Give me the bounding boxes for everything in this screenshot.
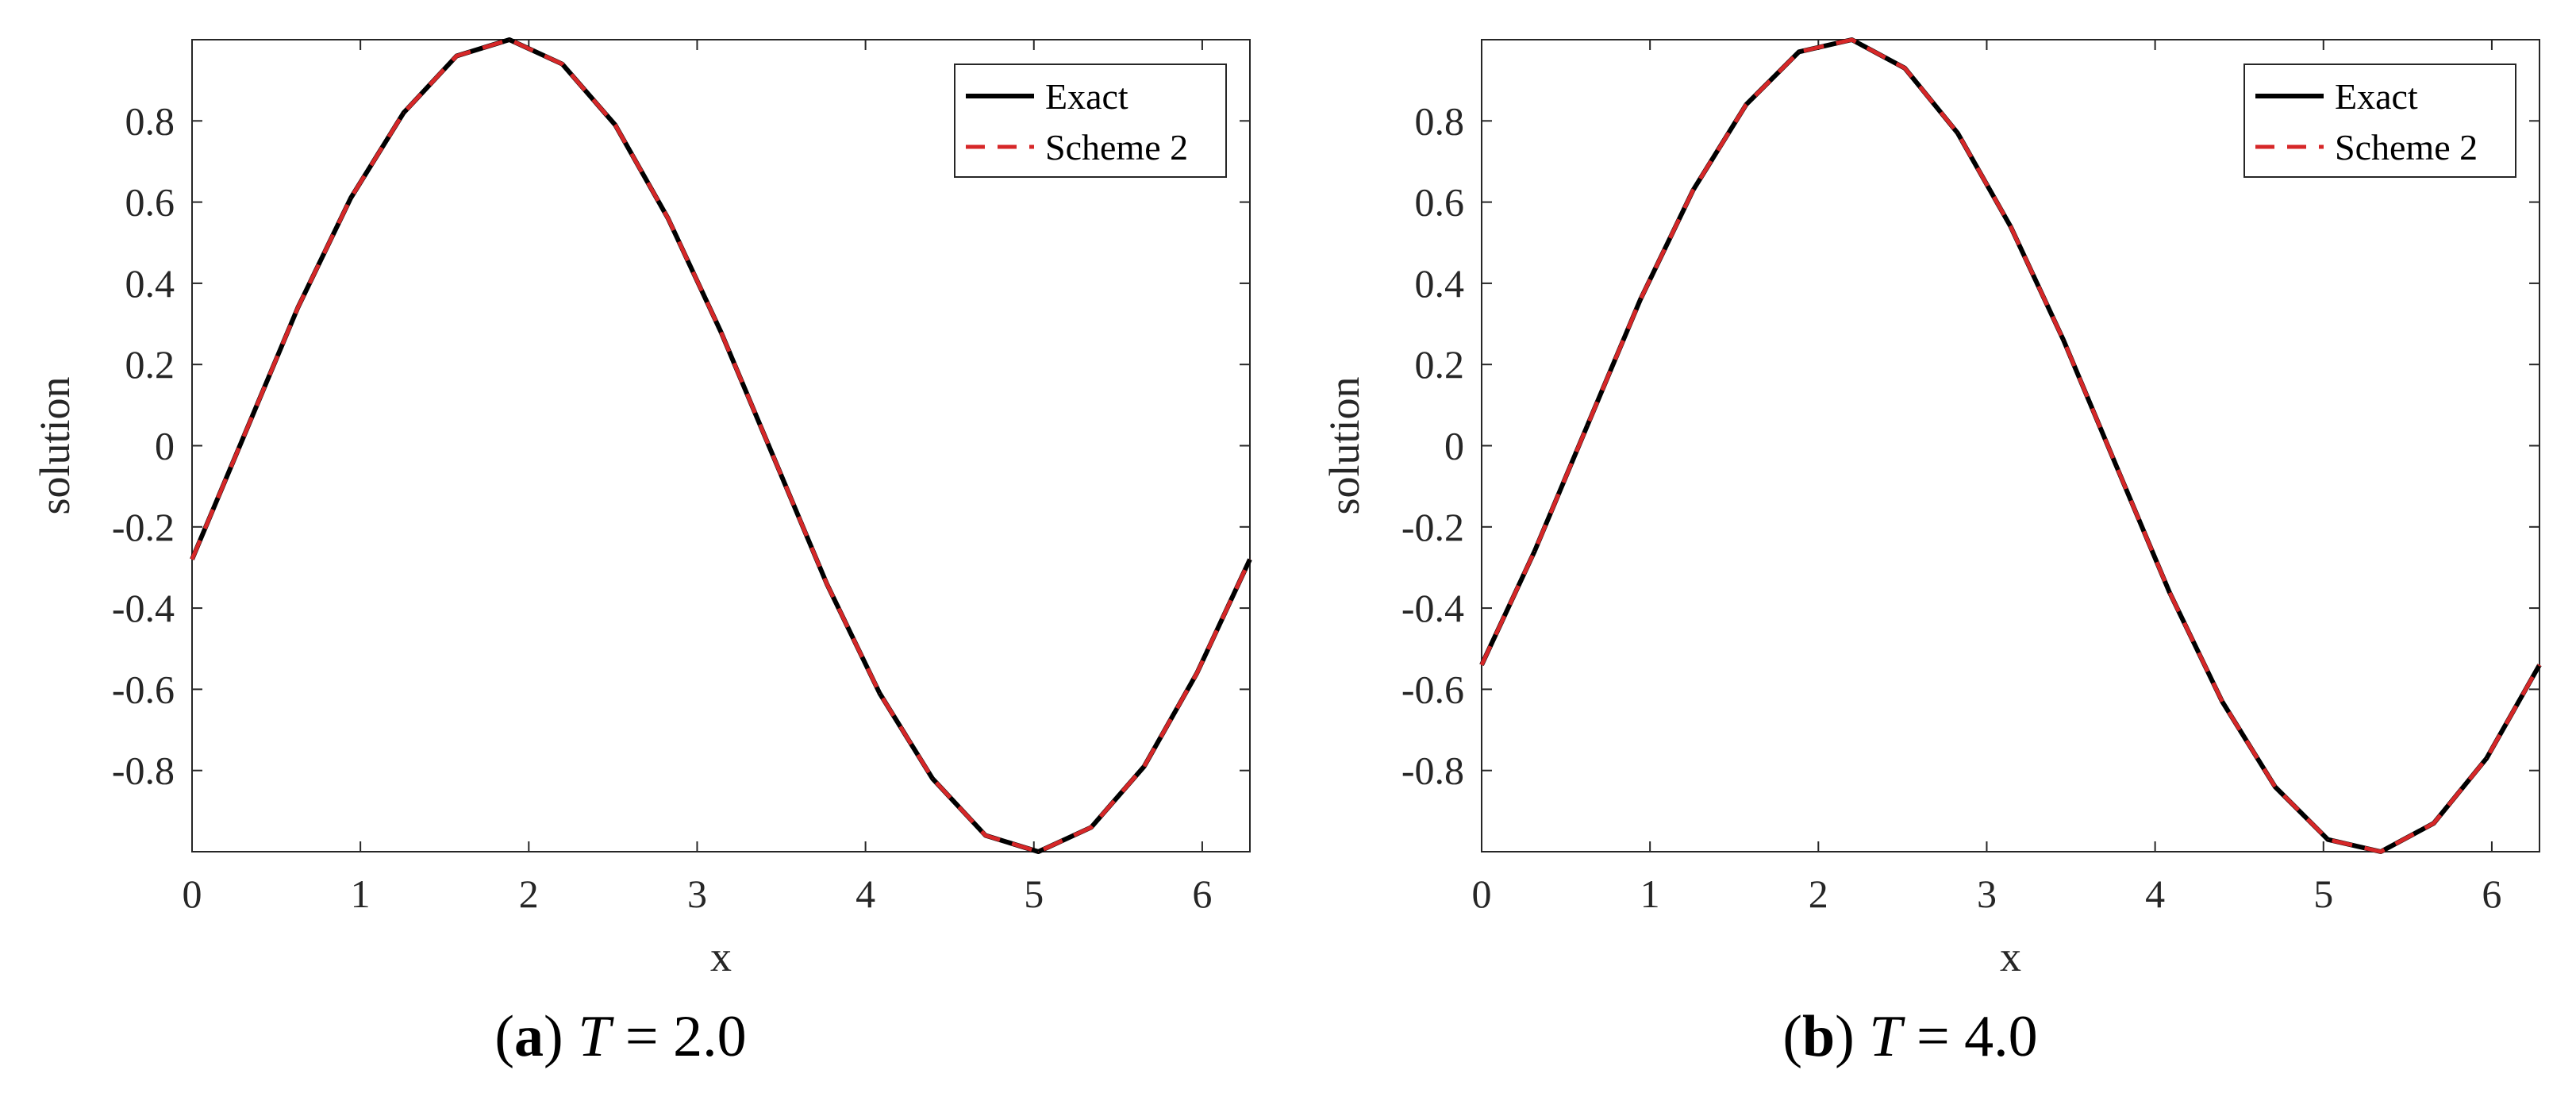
caption-part: 4.0 — [1964, 1004, 2038, 1069]
y-tick-label: 0.4 — [125, 261, 175, 306]
data-point-scheme-2 — [1196, 672, 1198, 674]
caption-part: 2.0 — [673, 1004, 747, 1069]
caption-part: = — [1901, 1004, 1964, 1069]
data-point-scheme-2 — [932, 778, 933, 779]
y-tick-label: -0.8 — [1401, 749, 1464, 793]
caption-part: ( — [1782, 1004, 1802, 1069]
x-axis-label: x — [710, 933, 732, 980]
y-tick-label: 0.6 — [1415, 180, 1465, 225]
x-tick-label: 4 — [855, 872, 875, 916]
data-point-scheme-2 — [1534, 550, 1536, 552]
legend-box — [954, 64, 1227, 178]
y-tick-label: -0.2 — [1401, 505, 1464, 549]
x-tick-label: 5 — [1024, 872, 1044, 916]
y-tick-label: 0 — [155, 424, 175, 468]
legend-entry: Exact — [1045, 76, 1128, 117]
legend: Exact Scheme 2 — [2243, 64, 2516, 178]
x-tick-label: 4 — [2145, 872, 2165, 916]
caption-part: = — [610, 1004, 673, 1069]
chart-panel-b: 0 1 2 3 4 5 6 -0.8 -0.6 -0.4 -0.2 0 0.2 0.4 0.6 0.8 x sol… — [1321, 37, 2542, 1069]
y-tick-label: 0.2 — [1415, 342, 1465, 387]
legend-entry: Scheme 2 — [2335, 127, 2478, 167]
x-tick-label: 1 — [1640, 872, 1660, 916]
y-tick-label: -0.2 — [112, 505, 175, 549]
caption-part: T — [578, 1004, 614, 1069]
legend-entry: Exact — [2335, 76, 2418, 117]
data-point-scheme-2 — [191, 559, 193, 560]
data-point-scheme-2 — [2010, 225, 2011, 227]
data-point-scheme-2 — [1090, 826, 1092, 828]
x-tick-label: 0 — [183, 872, 202, 916]
data-point-scheme-2 — [2539, 664, 2540, 666]
data-point-scheme-2 — [244, 433, 246, 434]
y-axis-label: solution — [31, 376, 79, 514]
y-tick-label: 0.2 — [125, 342, 175, 387]
data-point-scheme-2 — [2221, 701, 2223, 702]
caption-part: T — [1869, 1004, 1905, 1069]
data-point-scheme-2 — [2486, 757, 2487, 759]
data-point-scheme-2 — [667, 217, 669, 219]
x-tick-label: 6 — [2482, 872, 2501, 916]
caption-part: b — [1802, 1004, 1835, 1069]
x-axis-label: x — [2000, 933, 2021, 980]
y-tick-label: 0.6 — [125, 180, 175, 225]
data-point-scheme-2 — [826, 583, 828, 584]
panel-caption: (b) T = 4.0 — [1782, 1004, 2037, 1069]
data-point-scheme-2 — [2063, 340, 2064, 341]
y-tick-label: 0.8 — [125, 98, 175, 143]
data-point-scheme-2 — [773, 457, 775, 459]
y-tick-label: -0.4 — [1401, 586, 1464, 630]
y-tick-label: -0.6 — [112, 667, 175, 711]
data-point-scheme-2 — [2168, 591, 2170, 593]
data-point-scheme-2 — [985, 835, 986, 837]
y-tick-label: -0.6 — [1401, 667, 1464, 711]
y-tick-label: 0.4 — [1415, 261, 1465, 306]
y-tick-label: 0 — [1444, 424, 1464, 468]
x-tick-label: 3 — [687, 872, 707, 916]
chart-panel-a: 0 1 2 3 4 5 6 -0.8 -0.6 -0.4 -0.2 0 0.2 0.4 0.6 0.8 x sol… — [31, 37, 1252, 1069]
caption-part: ) — [544, 1004, 578, 1069]
data-point-scheme-2 — [879, 693, 880, 695]
data-point-scheme-2 — [1745, 104, 1747, 106]
data-point-scheme-2 — [403, 112, 405, 114]
caption-part: a — [514, 1004, 544, 1069]
caption-part: ( — [494, 1004, 514, 1069]
x-tick-label: 0 — [1472, 872, 1492, 916]
y-tick-label: -0.4 — [112, 586, 175, 630]
x-tick-label: 2 — [519, 872, 539, 916]
x-tick-label: 3 — [1977, 872, 1997, 916]
legend-entry: Scheme 2 — [1045, 127, 1188, 167]
y-tick-label: -0.8 — [112, 749, 175, 793]
panel-caption: (a) T = 2.0 — [494, 1004, 746, 1069]
legend: Exact Scheme 2 — [954, 64, 1227, 178]
data-point-scheme-2 — [1249, 559, 1251, 560]
data-point-scheme-2 — [2116, 465, 2117, 467]
y-axis-label: solution — [1321, 376, 1368, 514]
x-tick-label: 6 — [1192, 872, 1212, 916]
data-point-scheme-2 — [2433, 822, 2435, 824]
data-point-scheme-2 — [1693, 189, 1694, 191]
caption-part: ) — [1835, 1004, 1869, 1069]
legend-box — [2243, 64, 2516, 178]
x-tick-label: 2 — [1809, 872, 1828, 916]
x-tick-label: 1 — [351, 872, 371, 916]
x-tick-label: 5 — [2313, 872, 2333, 916]
y-tick-label: 0.8 — [1415, 98, 1465, 143]
